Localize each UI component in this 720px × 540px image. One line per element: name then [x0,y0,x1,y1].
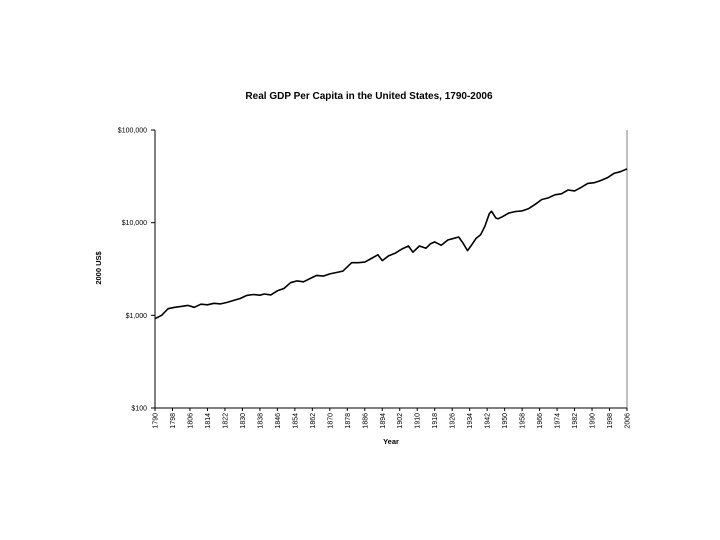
x-tick-label: 1806 [187,413,194,429]
x-tick-label: 1838 [257,413,264,429]
x-axis-ticks: 1790 1798 1806 1814 1822 1830 1838 1846 1854 1862… [153,408,632,429]
x-tick-label: 1814 [205,413,212,429]
x-tick-label: 1918 [432,413,439,429]
x-tick-label: 1990 [590,413,597,429]
chart-title: Real GDP Per Capita in the United States… [245,91,493,102]
y-axis-label: 2000 US$ [94,250,103,284]
y-tick-label: $10,000 [122,220,147,227]
x-tick-label: 1846 [275,413,282,429]
x-tick-label: 1974 [555,413,562,429]
x-tick-label: 1966 [537,413,544,429]
x-tick-label: 1910 [415,413,422,429]
x-tick-label: 1934 [467,413,474,429]
x-tick-label: 1878 [345,413,352,429]
x-axis-label: Year [383,437,399,446]
x-tick-label: 1870 [327,413,334,429]
x-tick-label: 1894 [380,413,387,429]
x-tick-label: 1790 [153,413,160,429]
x-tick-label: 1902 [397,413,404,429]
y-tick-label: $100,000 [118,128,147,135]
y-axis-ticks: $100 $1,000 $10,000 $100,000 [118,128,155,413]
x-tick-label: 1942 [485,413,492,429]
x-tick-label: 1998 [607,413,614,429]
x-tick-label: 2006 [625,413,632,429]
x-tick-label: 1830 [240,413,247,429]
y-tick-label: $100 [131,406,147,413]
y-tick-label: $1,000 [126,313,148,320]
x-tick-label: 1926 [450,413,457,429]
x-tick-label: 1982 [572,413,579,429]
x-tick-label: 1854 [292,413,299,429]
x-tick-label: 1886 [362,413,369,429]
x-tick-label: 1822 [222,413,229,429]
x-tick-label: 1958 [520,413,527,429]
x-tick-label: 1950 [502,413,509,429]
gdp-series-line [154,168,628,320]
x-tick-label: 1798 [170,413,177,429]
x-tick-label: 1862 [310,413,317,429]
